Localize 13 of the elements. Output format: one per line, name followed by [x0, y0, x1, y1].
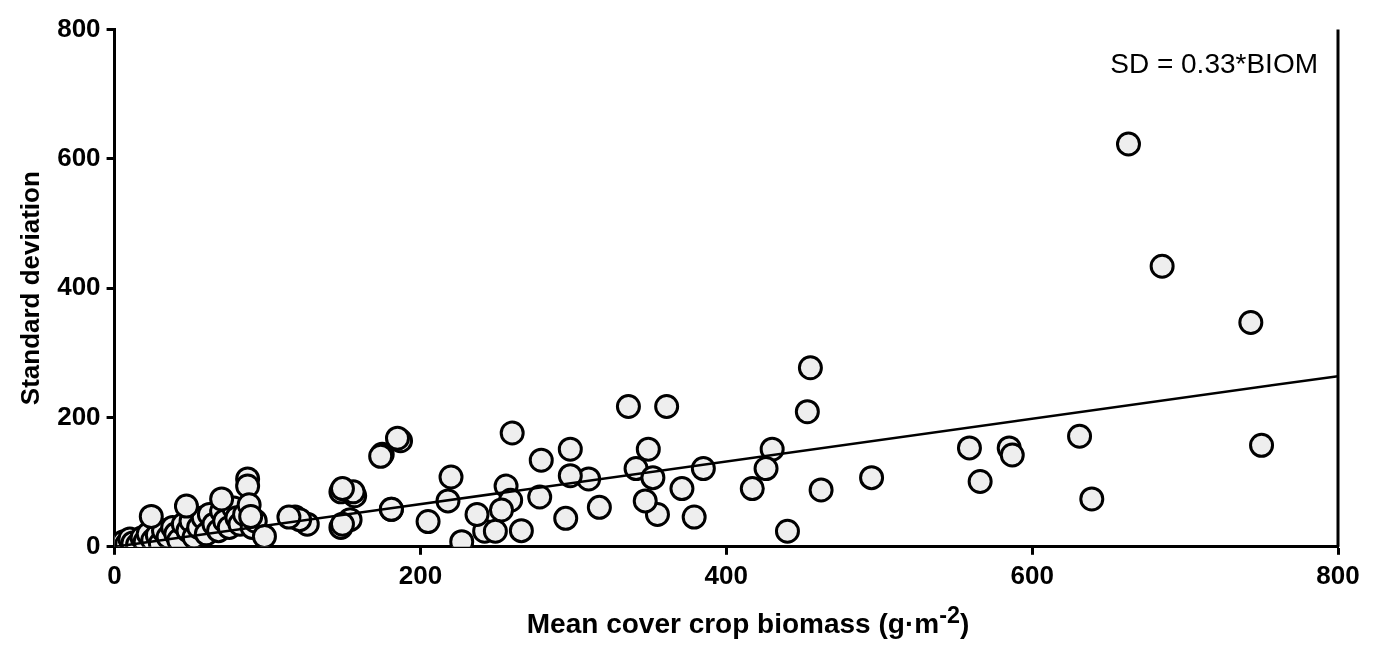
y-tick-label: 0 [86, 529, 101, 560]
x-tick-label: 0 [107, 559, 122, 590]
x-tick-label: 800 [1316, 559, 1360, 590]
y-tick-label: 800 [57, 12, 101, 43]
x-tick-label: 200 [398, 559, 443, 590]
x-tick-label: 400 [704, 559, 748, 590]
y-tick-label: 400 [57, 271, 101, 302]
x-tick-label: 600 [1010, 559, 1054, 590]
annotation: SD = 0.33*BIOM [1110, 48, 1318, 80]
y-axis-title: Standard deviation [14, 171, 45, 406]
y-tick-label: 200 [57, 400, 101, 431]
y-tick-label: 600 [57, 142, 101, 173]
x-axis-title: Mean cover crop biomass (g·m$^{-2}$) [525, 602, 971, 641]
